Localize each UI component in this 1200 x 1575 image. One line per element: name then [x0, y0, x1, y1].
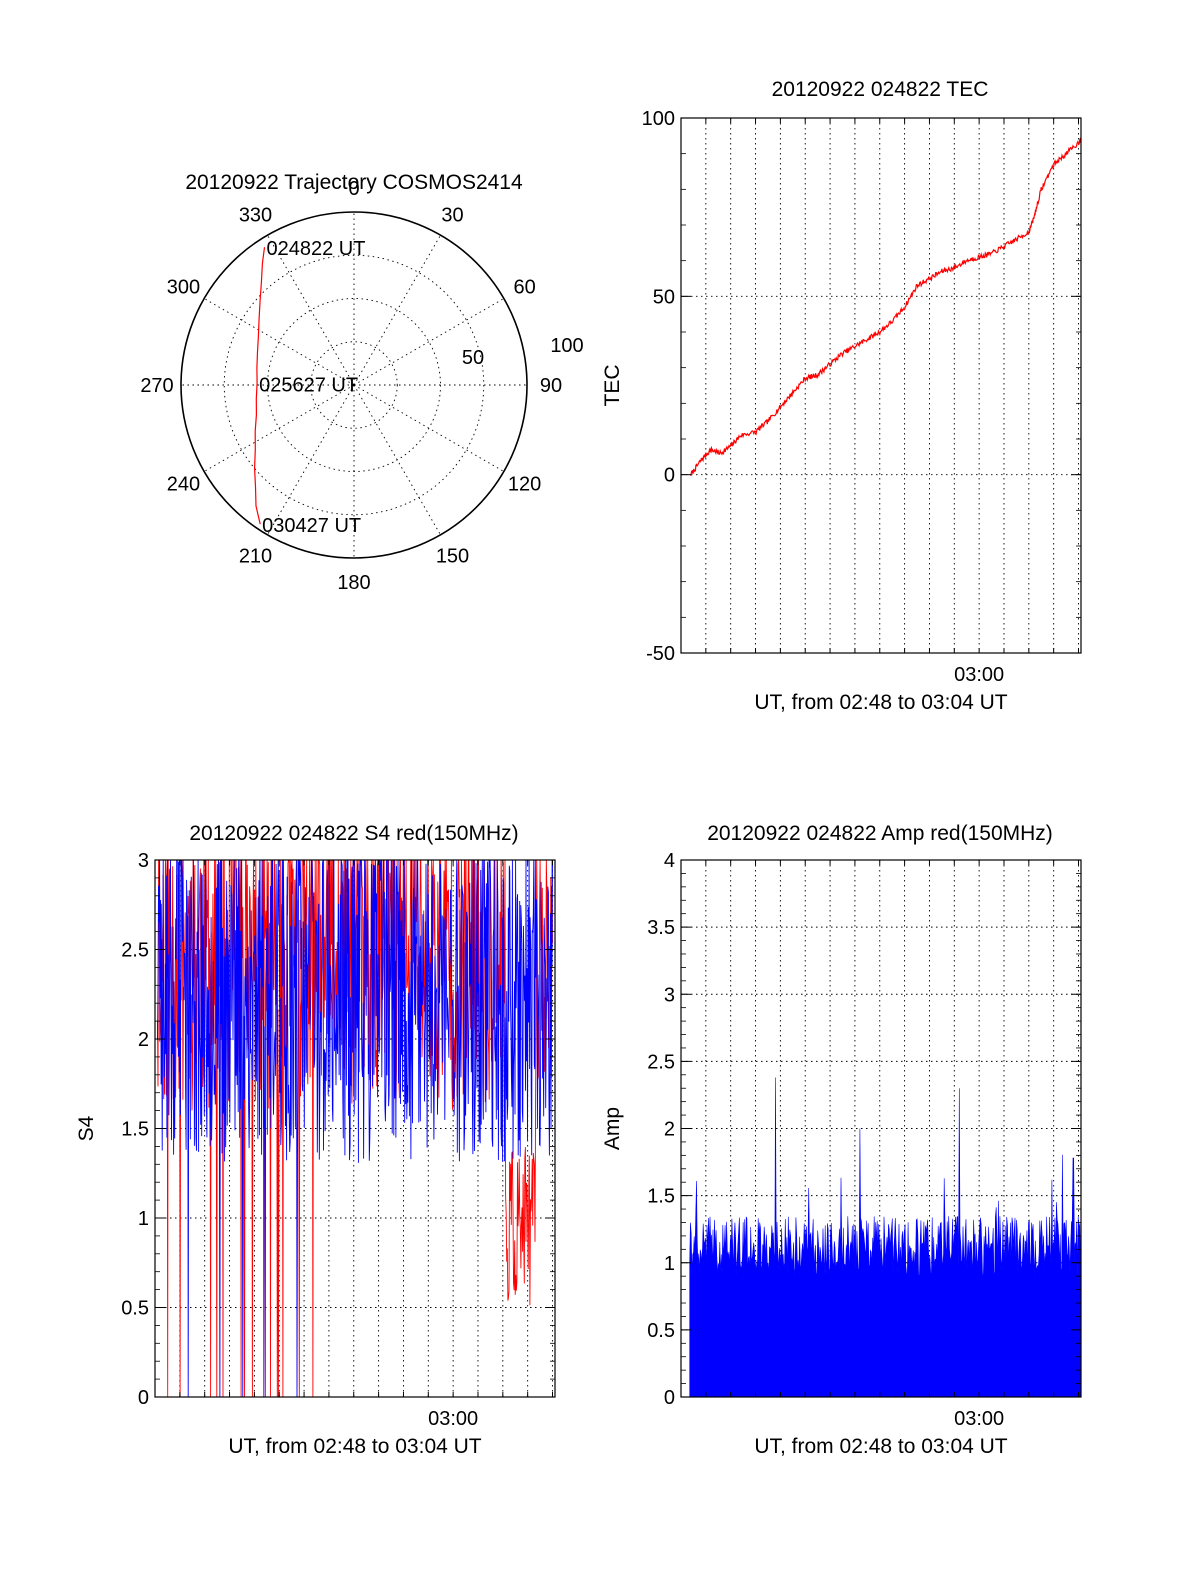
radius-labels: 50 100: [462, 335, 584, 369]
y-tick-label: 100: [642, 108, 675, 130]
tec-title: 20120922 024822 TEC: [772, 78, 989, 101]
tec-y-label: TEC: [601, 365, 624, 407]
amp-x-tick-label: 03:00: [954, 1408, 1004, 1430]
trajectory-panel: 20120922 Trajectory COSMOS2414 0 30 60 90 12…: [140, 171, 583, 594]
track-annotation: 030427 UT: [262, 515, 361, 537]
s4-ticks: 3 2.5 2 1.5 1 0.5 0: [121, 850, 555, 1409]
y-tick-label: 2: [664, 1119, 675, 1141]
azimuth-label: 330: [239, 204, 272, 226]
track-annotations: 024822 UT 025627 UT 030427 UT: [259, 238, 365, 537]
y-tick-label: 1: [138, 1208, 149, 1230]
amp-x-label: UT, from 02:48 to 03:04 UT: [754, 1435, 1007, 1458]
y-tick-label: 2.5: [647, 1051, 675, 1073]
tec-line: [690, 137, 1082, 477]
amp-panel: 20120922 024822 Amp red(150MHz) 4 3.5 3 2.5…: [601, 822, 1082, 1458]
y-tick-label: 1.5: [647, 1186, 675, 1208]
radius-label: 100: [550, 335, 583, 357]
y-tick-label: 0: [664, 465, 675, 487]
azimuth-spoke: [203, 384, 355, 472]
azimuth-label: 60: [513, 277, 535, 299]
y-tick-label: 0.5: [647, 1320, 675, 1342]
amp-data: [689, 1077, 1081, 1398]
tec-ticks: 100 50 0 -50: [642, 108, 1081, 665]
azimuth-label: 240: [167, 474, 200, 496]
y-tick-label: 0: [138, 1387, 149, 1409]
tec-x-label: UT, from 02:48 to 03:04 UT: [754, 691, 1007, 714]
azimuth-label: 150: [436, 546, 469, 568]
tec-frame: [680, 117, 1082, 654]
amp-y-label: Amp: [601, 1107, 624, 1150]
azimuth-label: 90: [540, 375, 562, 397]
amp-bars: [689, 1077, 1081, 1398]
azimuth-label: 180: [337, 572, 370, 594]
azimuth-label: 120: [508, 474, 541, 496]
azimuth-spoke: [353, 384, 505, 472]
s4-y-label: S4: [75, 1115, 98, 1141]
y-tick-label: 0: [664, 1387, 675, 1409]
tec-grid: [681, 118, 1081, 653]
azimuth-labels: 0 30 60 90 120 150 180 210 240 270 300 330: [140, 178, 562, 594]
y-tick-label: 2.5: [121, 940, 149, 962]
azimuth-spoke: [267, 234, 355, 386]
track-annotation: 024822 UT: [266, 238, 365, 260]
y-tick-label: 1: [664, 1253, 675, 1275]
satellite-track: [253, 247, 266, 525]
s4-x-label: UT, from 02:48 to 03:04 UT: [228, 1435, 481, 1458]
azimuth-spoke: [353, 384, 441, 536]
radius-ring: [310, 341, 398, 429]
y-tick-label: 2: [138, 1029, 149, 1051]
azimuth-label: 30: [441, 204, 463, 226]
outer-ring: [180, 211, 528, 559]
tec-panel: 20120922 024822 TEC 100 50 0 -50 03:00 UT, …: [601, 78, 1082, 714]
y-tick-label: 3.5: [647, 917, 675, 939]
y-tick-label: -50: [646, 643, 675, 665]
s4-x-tick-label: 03:00: [428, 1408, 478, 1430]
azimuth-spoke: [353, 298, 505, 386]
s4-data: [157, 860, 553, 1397]
azimuth-label: 300: [167, 277, 200, 299]
y-tick-label: 3: [664, 984, 675, 1006]
y-tick-label: 3: [138, 850, 149, 872]
tec-data: [690, 137, 1082, 477]
s4-series-line: [157, 860, 553, 1397]
y-tick-label: 0.5: [121, 1298, 149, 1320]
amp-title: 20120922 024822 Amp red(150MHz): [707, 822, 1053, 845]
azimuth-spoke: [353, 234, 441, 386]
amp-ticks: 4 3.5 3 2.5 2 1.5 1 0.5 0: [647, 850, 1081, 1409]
azimuth-label: 210: [239, 546, 272, 568]
s4-title: 20120922 024822 S4 red(150MHz): [189, 822, 518, 845]
polar-grid: [180, 211, 528, 559]
azimuth-spoke: [267, 384, 355, 536]
y-tick-label: 1.5: [121, 1119, 149, 1141]
trajectory-title: 20120922 Trajectory COSMOS2414: [185, 171, 523, 194]
track-annotation: 025627 UT: [259, 374, 358, 396]
y-tick-label: 50: [653, 286, 675, 308]
azimuth-label: 270: [140, 375, 173, 397]
radius-ring: [223, 254, 485, 516]
azimuth-spoke: [203, 298, 355, 386]
tec-x-tick-label: 03:00: [954, 664, 1004, 686]
azimuth-label: 0: [348, 178, 359, 200]
y-tick-label: 4: [664, 850, 675, 872]
s4-panel: 20120922 024822 S4 red(150MHz) 3 2.5 2 1.5 1…: [75, 822, 556, 1458]
radius-label: 50: [462, 347, 484, 369]
